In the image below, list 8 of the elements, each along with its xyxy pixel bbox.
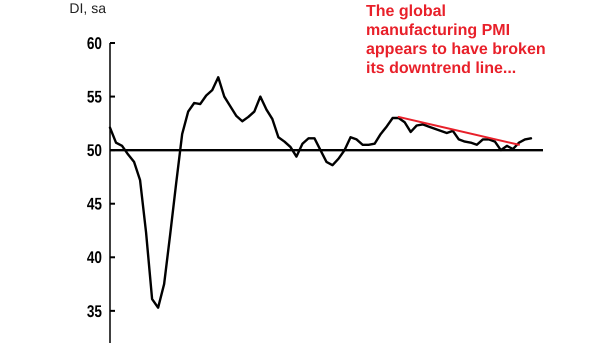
- y-tick-label: 50: [86, 142, 102, 161]
- y-tick-label: 40: [86, 248, 102, 268]
- annotation: The global manufacturing PMI appears to have broken its downtrend line...: [366, 3, 546, 77]
- y-tick-label: 35: [86, 302, 102, 322]
- y-axis-title: DI, sa: [69, 0, 106, 16]
- y-tick-label: 60: [86, 34, 102, 54]
- y-tick-label: 55: [86, 88, 102, 107]
- y-tick-label: 45: [86, 195, 102, 214]
